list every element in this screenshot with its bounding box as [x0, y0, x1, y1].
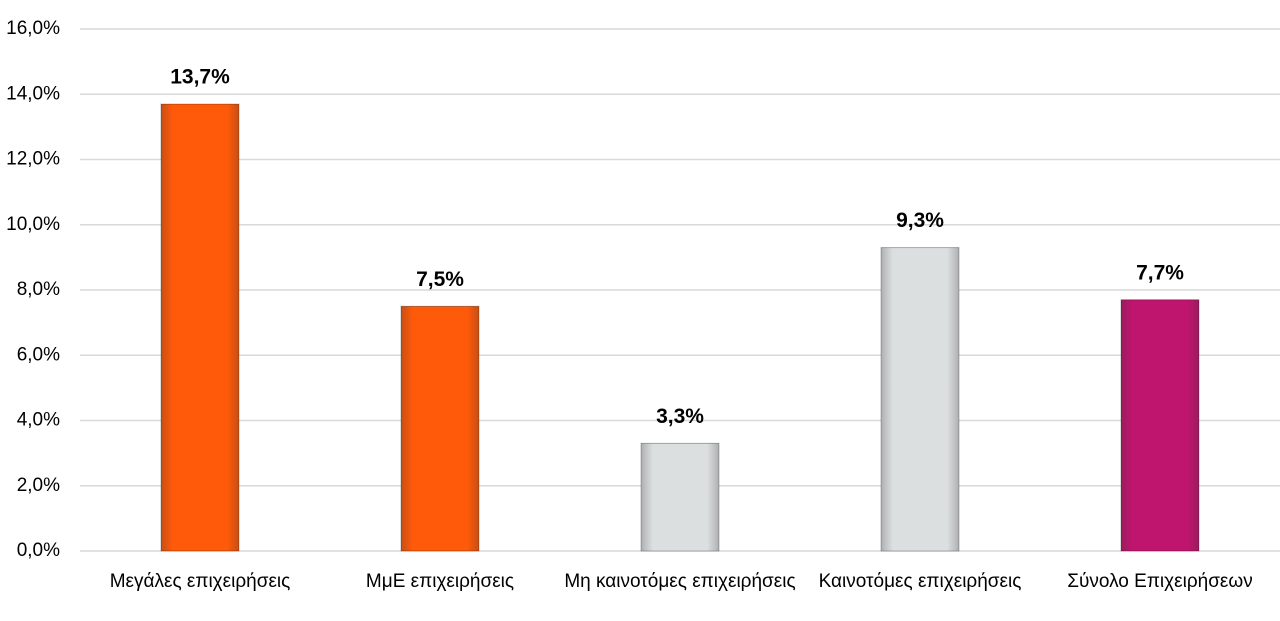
value-label: 9,3% [896, 209, 944, 232]
y-tick-label: 8,0% [17, 279, 60, 300]
y-tick-label: 2,0% [17, 475, 60, 496]
x-tick-label: Μη καινοτόμες επιχειρήσεις [564, 571, 796, 592]
bar [880, 247, 960, 552]
value-label: 13,7% [170, 66, 230, 89]
value-label: 3,3% [656, 405, 704, 428]
x-tick-label: Καινοτόμες επιχειρήσεις [818, 571, 1022, 592]
y-tick-label: 16,0% [6, 18, 60, 39]
x-tick-label: Σύνολο Επιχειρήσεων [1067, 571, 1253, 592]
y-tick-label: 0,0% [17, 540, 60, 561]
bar [640, 442, 720, 552]
y-tick-label: 4,0% [17, 410, 60, 431]
y-tick-label: 14,0% [6, 83, 60, 104]
y-tick-label: 6,0% [17, 344, 60, 365]
bar [160, 103, 240, 552]
bar [400, 305, 480, 552]
value-label: 7,7% [1136, 261, 1184, 284]
x-tick-label: ΜμΕ επιχειρήσεις [365, 571, 515, 592]
y-tick-label: 10,0% [6, 214, 60, 235]
value-label: 7,5% [416, 268, 464, 291]
bar [1120, 299, 1200, 552]
y-tick-label: 12,0% [6, 149, 60, 170]
x-tick-label: Μεγάλες επιχειρήσεις [109, 571, 291, 592]
